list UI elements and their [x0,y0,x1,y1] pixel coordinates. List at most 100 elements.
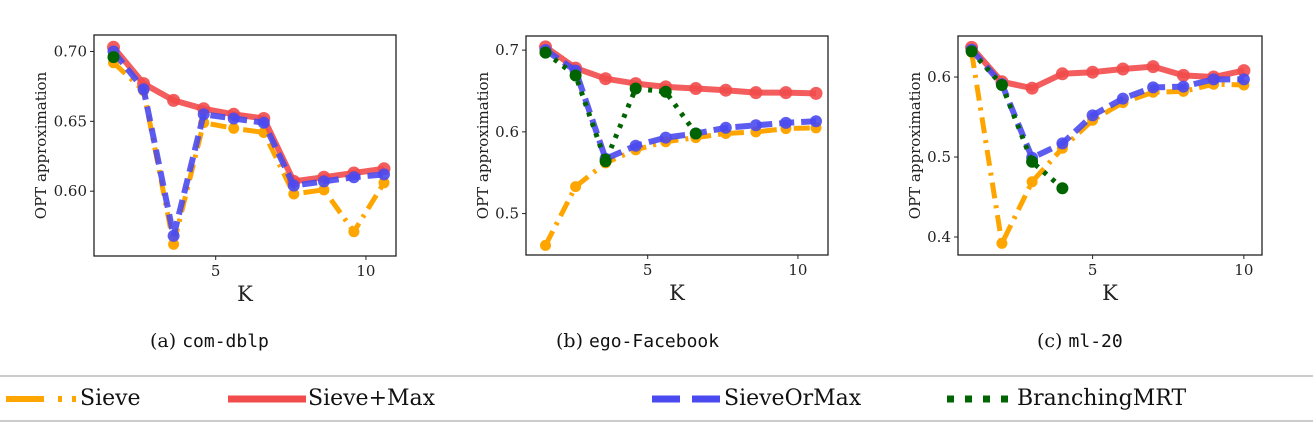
data-point-branchingmrt [659,85,672,98]
series-line-sieve [969,51,1244,246]
caption-c-prefix: (c) [1037,330,1063,352]
x-tick-label: 5 [643,261,653,279]
legend-item-sieve-max: Sieve+Max [228,377,435,420]
data-point-branchingmrt [1056,182,1069,195]
data-point-branchingmrt [965,45,978,58]
series-line-branchingmrt [543,50,698,164]
data-point-sieveormax [1116,92,1129,105]
data-point-sieveormax [749,119,762,132]
y-tick-label: 0.5 [495,205,519,223]
data-point-branchingmrt [995,79,1008,91]
x-axis-label: K [669,281,685,305]
data-point-branchingmrt [689,127,702,140]
legend-swatch-branching-mrt [947,395,1015,402]
data-point-sieve [378,177,390,189]
series-group [107,40,391,250]
y-tick-label: 0.6 [495,123,519,141]
x-tick-label: 10 [788,261,807,279]
data-point-sieveormax [779,116,792,129]
data-point-sieveormax [197,108,210,121]
legend-label-sieve: Sieve [80,386,141,411]
legend-swatch-sieve [6,395,76,402]
data-point-sieve [318,184,330,196]
data-point-sieveormax [629,139,642,152]
y-tick-label: 0.7 [495,41,519,59]
data-point-sieveormax [1207,73,1220,86]
y-axis-label: OPT approximation [474,71,492,219]
chart-a: 5 10 0.60 0.65 0.70 K OPT approximation [32,34,397,306]
legend-swatch-sieve-or-max [652,395,722,402]
data-point-sieveormax [137,83,150,96]
data-point-sieveormax [1177,80,1190,93]
y-axis-label: OPT approximation [32,71,50,219]
data-point-sieve-max [167,93,181,107]
legend-swatch-sieve-max [228,395,306,402]
y-tick-label: 0.60 [54,182,87,200]
data-point-sieve [288,188,300,200]
series-line-sieve-max [111,45,385,185]
data-point-sieve [996,237,1008,249]
data-point-sieve [168,238,180,250]
chart-b: 5 10 0.5 0.6 0.7 K OPT approximation [474,35,829,305]
legend-item-sieve: Sieve [4,377,141,420]
data-point-sieve-max [809,86,823,100]
plot-frame [957,35,1263,256]
data-point-sieveormax [810,115,822,128]
data-point-sieveormax [167,229,180,242]
data-point-sieveormax [347,171,360,184]
chart-c: 5 10 0.4 0.5 0.6 K OPT approximation [906,35,1263,305]
data-point-sieve-max [1116,62,1130,76]
y-tick-label: 0.6 [927,68,951,86]
data-point-sieveormax [1237,73,1250,86]
data-point-sieve-max [1176,68,1190,82]
series-line-sieveormax [543,47,817,162]
data-point-sieve-max [719,83,733,97]
plot-frame [525,35,829,256]
series-line-sieveormax [969,47,1244,161]
series-group [965,40,1251,249]
legend: Sieve Sieve+Max SieveOrMax BranchingMRT [0,375,1313,422]
data-point-sieve [540,239,551,251]
x-axis-label: K [237,282,253,306]
data-point-sieveormax [287,179,300,192]
caption-b: (b) ego-Facebook [556,330,719,352]
data-point-sieve-max [779,86,793,100]
data-point-sieveormax [317,175,330,188]
data-point-sieve-max [749,86,763,100]
series-line-sieve-max [543,44,817,97]
data-point-sieve-max [1025,81,1039,95]
data-point-sieve-max [599,72,613,86]
data-point-branchingmrt [629,82,642,95]
caption-c: (c) ml-20 [1037,330,1123,352]
legend-item-branching-mrt: BranchingMRT [945,377,1186,420]
series-line-sieve [111,60,387,247]
data-point-branchingmrt [107,51,120,64]
data-point-sieve [1026,176,1038,188]
plot-frame [93,34,397,257]
data-point-sieve-max [1237,64,1251,78]
data-point-branchingmrt [1026,155,1039,168]
legend-label-sieve-or-max: SieveOrMax [724,386,862,411]
data-point-sieveormax [1147,81,1160,94]
caption-c-name: ml-20 [1068,331,1123,352]
series-line-sieveormax [111,49,385,239]
series-line-sieve [543,125,817,247]
data-point-sieveormax [719,121,732,134]
data-point-branchingmrt [599,155,612,168]
caption-a-name: com-dblp [182,331,269,352]
series-line-sieve-max [969,45,1245,92]
data-point-branchingmrt [569,69,582,82]
series-line-branchingmrt [969,49,1065,191]
x-tick-label: 10 [356,262,375,280]
y-tick-label: 0.70 [54,42,87,60]
data-point-sieveormax [1086,109,1099,122]
legend-item-sieve-or-max: SieveOrMax [652,377,861,420]
data-point-branchingmrt [539,46,552,59]
data-point-sieve-max [1055,67,1069,81]
y-tick-label: 0.65 [54,112,87,130]
y-axis-label: OPT approximation [906,71,924,219]
data-point-sieveormax [257,116,270,129]
data-point-sieveormax [659,131,672,144]
caption-a-prefix: (a) [150,330,177,352]
data-point-sieve-max [1086,65,1100,79]
